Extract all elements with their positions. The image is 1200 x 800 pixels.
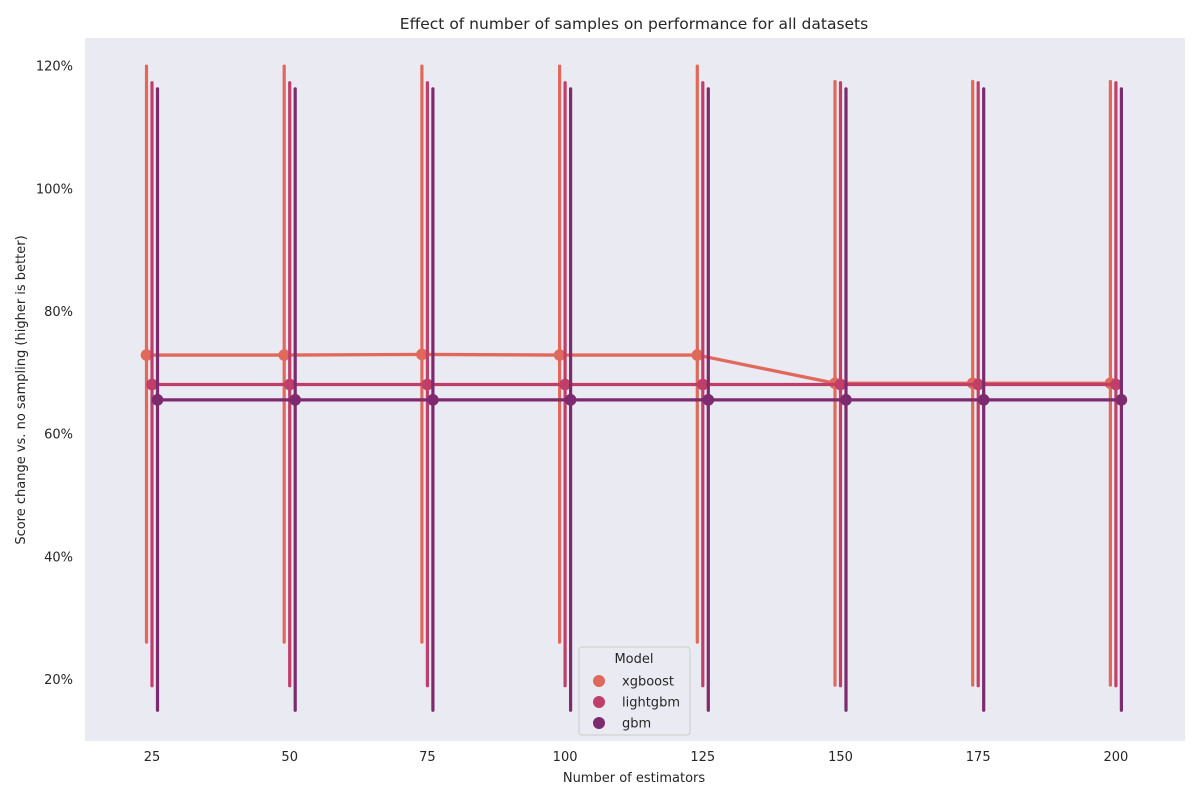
legend-title: Model xyxy=(614,652,653,667)
data-point xyxy=(140,349,153,361)
data-point xyxy=(1115,394,1128,406)
x-tick-label: 150 xyxy=(828,750,853,765)
y-axis-label: Score change vs. no sampling (higher is … xyxy=(14,235,29,544)
x-tick-label: 175 xyxy=(966,750,991,765)
x-tick-label: 100 xyxy=(553,750,578,765)
legend: Model xgboost lightgbm gbm xyxy=(578,646,691,736)
x-tick-label: 125 xyxy=(690,750,715,765)
data-point xyxy=(289,394,302,406)
data-point xyxy=(697,378,709,391)
y-tick-label: 20% xyxy=(44,673,73,688)
data-point xyxy=(416,348,428,361)
series-gbm xyxy=(151,87,1128,712)
y-tick-label: 120% xyxy=(36,60,73,75)
legend-marker xyxy=(593,696,605,708)
x-tick-label: 50 xyxy=(281,750,298,765)
data-point xyxy=(834,378,847,391)
legend-label: lightgbm xyxy=(622,696,680,711)
data-point xyxy=(553,349,566,361)
legend-marker xyxy=(593,675,605,687)
data-point xyxy=(977,394,990,406)
x-tick-label: 75 xyxy=(419,750,436,765)
data-point xyxy=(278,349,291,361)
legend-marker xyxy=(593,717,605,729)
data-point xyxy=(691,349,704,361)
data-point xyxy=(421,378,434,391)
y-tick-label: 60% xyxy=(44,428,73,443)
data-point xyxy=(702,394,715,406)
data-point xyxy=(151,394,164,406)
x-axis-label: Number of estimators xyxy=(563,771,706,786)
x-tick-label: 25 xyxy=(144,750,161,765)
y-axis: 20% 40% 60% 80% 100% 120% xyxy=(36,60,73,688)
x-axis: 25 50 75 100 125 150 175 200 xyxy=(144,750,1129,765)
data-point xyxy=(564,394,577,406)
plot-background xyxy=(85,38,1185,741)
data-point xyxy=(559,378,571,391)
y-tick-label: 80% xyxy=(44,305,73,320)
data-point xyxy=(146,378,158,391)
chart-title: Effect of number of samples on performan… xyxy=(400,15,868,33)
legend-box xyxy=(578,646,691,736)
data-point xyxy=(1110,378,1122,391)
data-point xyxy=(427,394,439,406)
y-tick-label: 100% xyxy=(36,182,73,197)
series-lightgbm xyxy=(146,81,1122,688)
y-tick-label: 40% xyxy=(44,550,73,565)
legend-label: gbm xyxy=(622,717,651,732)
data-point xyxy=(283,378,296,391)
series-layer xyxy=(140,64,1128,712)
data-point xyxy=(840,394,852,406)
x-tick-label: 200 xyxy=(1103,750,1128,765)
legend-label: xgboost xyxy=(622,675,674,690)
data-point xyxy=(972,378,984,391)
